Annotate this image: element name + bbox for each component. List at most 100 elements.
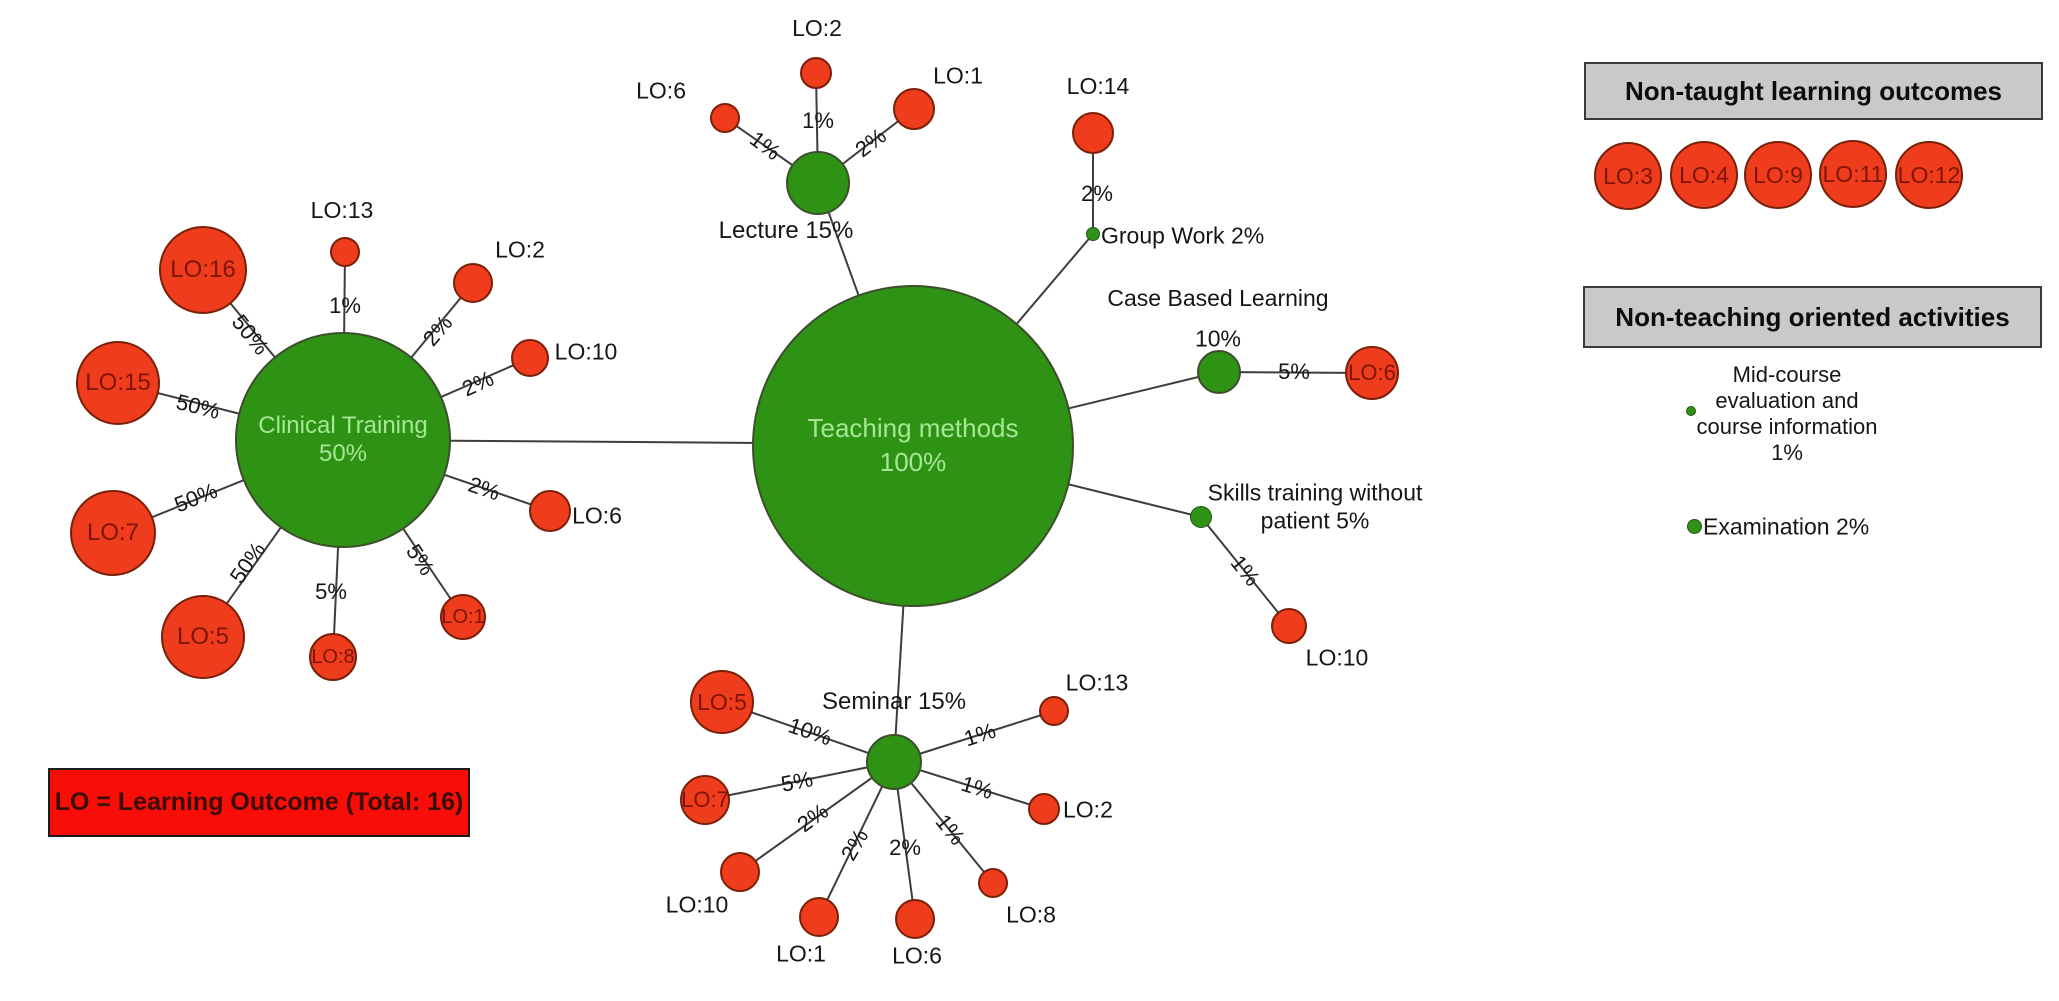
- lo-label-nontaught-lo12: LO:12: [1897, 161, 1961, 188]
- node-seminar-lo1: [799, 897, 839, 937]
- node-seminar-lo6: [895, 899, 935, 939]
- lo-label-clinical-lo7: LO:7: [86, 519, 140, 546]
- node-clinical-lo8: LO:8: [309, 633, 357, 681]
- non-taught-title: Non-taught learning outcomes: [1625, 75, 2002, 106]
- lecture-label: Lecture 15%: [718, 217, 854, 244]
- node-groupwork-lo14: [1072, 112, 1114, 154]
- lo-label-nontaught-lo3: LO:3: [1603, 162, 1653, 189]
- pct-clinical-lo8: 5%: [315, 579, 347, 604]
- lo-label-clinical-lo13: LO:13: [310, 197, 374, 223]
- case-based-label-line2: 10%: [1194, 325, 1242, 352]
- node-group-work: [1086, 227, 1100, 241]
- node-skills-training: [1190, 506, 1212, 528]
- lo-label-clinical-lo2: LO:2: [495, 236, 545, 263]
- node-clinical-lo10: [511, 339, 549, 377]
- lo-label-seminar-lo5: LO:5: [697, 688, 747, 715]
- node-clinical-lo1: LO:1: [440, 594, 486, 640]
- non-teaching-header: Non-teaching oriented activities: [1583, 286, 2042, 348]
- pct-seminar-lo6: 2%: [889, 835, 921, 860]
- node-skills-lo10: [1271, 608, 1307, 644]
- node-seminar-lo7: LO:7: [680, 775, 730, 825]
- node-case-based: [1197, 350, 1241, 394]
- lo-label-seminar-lo13: LO:13: [1065, 669, 1129, 696]
- lo-label-casebased-lo6: LO:6: [1348, 360, 1396, 385]
- node-nontaught-lo4: LO:4: [1670, 141, 1738, 209]
- lo-label-clinical-lo5: LO:5: [176, 623, 230, 650]
- lo-label-lecture-lo2: LO:2: [792, 15, 842, 41]
- edge-seminar-lo7: [704, 761, 895, 801]
- skills-label-line1: Skills training without: [1207, 479, 1423, 506]
- edge-skills-lo10: [1200, 516, 1290, 627]
- node-lecture-lo2: [800, 57, 832, 89]
- lo-label-clinical-lo8: LO:8: [311, 645, 355, 668]
- lo-label-clinical-lo16: LO:16: [170, 256, 236, 283]
- lo-label-skills-lo10: LO:10: [1305, 644, 1369, 671]
- mid-course-line1: Mid-course: [1732, 362, 1842, 387]
- legend-box: LO = Learning Outcome (Total: 16): [48, 768, 470, 837]
- group-work-label: Group Work 2%: [1101, 222, 1265, 249]
- node-clinical-lo6: [529, 490, 571, 532]
- node-casebased-lo6: LO:6: [1345, 346, 1399, 400]
- node-clinical-lo5: LO:5: [161, 595, 245, 679]
- non-taught-header: Non-taught learning outcomes: [1584, 62, 2043, 120]
- node-lecture-lo1: [893, 88, 935, 130]
- lo-label-clinical-lo10: LO:10: [554, 338, 618, 365]
- lo-label-clinical-lo15: LO:15: [85, 369, 151, 396]
- node-nontaught-lo12: LO:12: [1895, 141, 1963, 209]
- lo-label-seminar-lo2: LO:2: [1063, 796, 1113, 823]
- pct-groupwork-lo14: 2%: [1081, 181, 1113, 206]
- lo-label-seminar-lo8: LO:8: [1006, 901, 1056, 928]
- lo-label-lecture-lo6: LO:6: [636, 77, 686, 104]
- node-examination: [1687, 519, 1702, 534]
- pct-casebased-lo6: 5%: [1278, 359, 1310, 384]
- lo-label-seminar-lo10: LO:10: [665, 891, 729, 918]
- node-seminar: [866, 734, 922, 790]
- case-based-label-line1: Case Based Learning: [1107, 285, 1329, 311]
- legend-text: LO = Learning Outcome (Total: 16): [54, 788, 464, 816]
- node-seminar-lo5: LO:5: [690, 670, 754, 734]
- lo-label-seminar-lo7: LO:7: [681, 787, 729, 812]
- non-teaching-title: Non-teaching oriented activities: [1615, 301, 2010, 332]
- node-mid-course: [1686, 406, 1696, 416]
- teaching-methods-label-line1: Teaching methods: [807, 413, 1019, 444]
- pct-lecture-lo2: 1%: [802, 108, 834, 133]
- node-lecture: [786, 151, 850, 215]
- lo-label-seminar-lo6: LO:6: [892, 942, 942, 969]
- mid-course-line2: evaluation and: [1715, 388, 1859, 413]
- lo-label-nontaught-lo9: LO:9: [1753, 161, 1803, 188]
- lo-label-nontaught-lo4: LO:4: [1679, 161, 1729, 188]
- mid-course-line3: course information: [1696, 414, 1878, 439]
- mid-course-label: Mid-course evaluation and course informa…: [1697, 362, 1878, 466]
- node-clinical-lo2: [453, 263, 493, 303]
- edge-seminar-lo1: [818, 761, 895, 918]
- teaching-methods-label: Teaching methods 100%: [807, 412, 1018, 480]
- node-clinical-lo15: LO:15: [76, 341, 160, 425]
- node-seminar-lo2: [1028, 793, 1060, 825]
- lo-label-nontaught-lo11: LO:11: [1822, 160, 1884, 187]
- pct-clinical-lo13: 1%: [329, 293, 361, 318]
- node-clinical-lo13: [330, 237, 360, 267]
- node-clinical-lo16: LO:16: [159, 226, 247, 314]
- examination-label: Examination 2%: [1703, 513, 1870, 540]
- lo-label-lecture-lo1: LO:1: [933, 62, 983, 89]
- lo-label-clinical-lo6: LO:6: [572, 502, 622, 529]
- mid-course-line4: 1%: [1771, 440, 1803, 465]
- edge-seminar-lo10: [739, 761, 895, 873]
- node-nontaught-lo11: LO:11: [1819, 140, 1887, 208]
- seminar-label: Seminar 15%: [821, 688, 967, 715]
- lo-label-seminar-lo1: LO:1: [776, 940, 826, 967]
- lo-label-clinical-lo1: LO:1: [441, 605, 485, 628]
- node-nontaught-lo9: LO:9: [1744, 141, 1812, 209]
- lo-label-groupwork-lo14: LO:14: [1066, 73, 1130, 99]
- node-seminar-lo8: [978, 868, 1008, 898]
- node-nontaught-lo3: LO:3: [1594, 142, 1662, 210]
- node-seminar-lo10: [720, 852, 760, 892]
- clinical-training-label: Clinical Training 50%: [258, 412, 428, 467]
- node-lecture-lo6: [710, 103, 740, 133]
- node-clinical-training: Clinical Training 50%: [235, 332, 451, 548]
- skills-label-line2: patient 5%: [1260, 507, 1370, 534]
- node-clinical-lo7: LO:7: [70, 490, 156, 576]
- teaching-methods-label-line2: 100%: [879, 447, 947, 477]
- node-seminar-lo13: [1039, 696, 1069, 726]
